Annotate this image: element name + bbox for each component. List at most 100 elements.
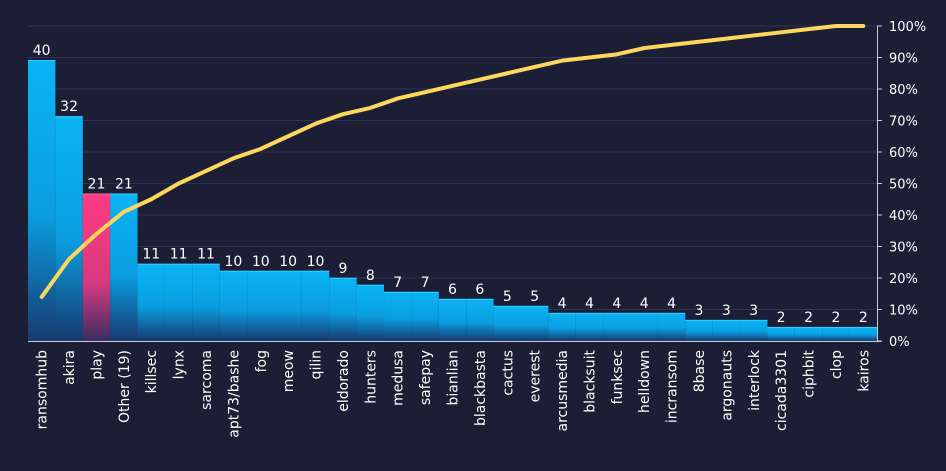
category-label: safepay: [418, 350, 434, 405]
bar-value-label: 8: [366, 268, 375, 284]
bar: [274, 270, 302, 341]
category-label: interlock: [747, 349, 763, 411]
category-label: 8base: [692, 350, 708, 392]
bar-value-label: 11: [197, 247, 215, 263]
category-label: incransom: [665, 350, 681, 423]
bar: [247, 270, 275, 341]
bar-value-label: 4: [640, 296, 649, 312]
right-axis-tick-label: 30%: [889, 241, 918, 256]
category-label: clop: [829, 350, 845, 379]
right-axis-tick-label: 60%: [889, 146, 918, 161]
category-label: eldorado: [336, 350, 352, 412]
category-label: killsec: [144, 350, 160, 393]
category-label: medusa: [391, 350, 407, 406]
bar: [657, 312, 686, 341]
bar: [164, 263, 193, 341]
bar: [438, 298, 467, 341]
category-label: kairos: [856, 350, 872, 392]
bar-value-label: 10: [252, 254, 270, 270]
bar: [301, 270, 330, 341]
bar: [603, 312, 631, 341]
bar-value-label: 4: [558, 296, 567, 312]
category-label: apt73/bashe: [226, 350, 242, 438]
right-axis-tick-label: 10%: [889, 304, 918, 319]
category-label: funksec: [610, 350, 626, 404]
category-label: play: [89, 350, 105, 380]
category-label: lynx: [172, 350, 188, 379]
category-label: akira: [62, 350, 78, 385]
bar: [110, 193, 138, 341]
category-label: meow: [281, 350, 297, 392]
right-axis-tick-label: 20%: [889, 272, 918, 287]
bar-value-label: 5: [530, 289, 539, 305]
category-label: ransomhub: [35, 350, 51, 429]
category-label: argonauts: [719, 350, 735, 421]
cumulative-percent-line: [39, 24, 866, 299]
bar: [82, 193, 111, 341]
bar: [329, 277, 357, 341]
bar: [219, 270, 248, 341]
bar: [767, 326, 795, 341]
category-label: ciphbit: [802, 350, 818, 398]
category-label: blacksuit: [582, 350, 598, 413]
bar-value-label: 2: [777, 310, 786, 326]
category-label: hunters: [363, 350, 379, 404]
bar-value-label: 40: [33, 43, 51, 59]
bar-value-label: 7: [421, 275, 430, 291]
category-label: sarcoma: [199, 350, 215, 410]
bar-value-label: 9: [338, 261, 347, 277]
bar: [740, 319, 768, 341]
right-axis-tick-label: 0%: [889, 335, 910, 350]
bar: [411, 291, 439, 341]
bar-value-label: 10: [307, 254, 325, 270]
category-label: cactus: [500, 350, 516, 396]
bar-value-label: 2: [859, 310, 868, 326]
category-label: cicada3301: [774, 350, 790, 431]
category-label: everest: [528, 349, 544, 402]
bar-value-label: 3: [749, 303, 758, 319]
bar-value-label: 21: [115, 176, 133, 192]
bar: [192, 263, 220, 341]
category-label: bianlian: [446, 350, 462, 405]
bar: [493, 305, 521, 341]
bar: [822, 326, 850, 341]
category-label: Other (19): [117, 350, 133, 423]
bar: [55, 116, 83, 341]
axes: ransomhub akira play Other (19) killsec lynx s…: [28, 20, 926, 438]
bar-value-label: 10: [224, 254, 242, 270]
bar: [575, 312, 604, 341]
category-label: qilin: [309, 350, 325, 379]
bar-value-label: 11: [142, 247, 160, 263]
right-axis-tick-label: 80%: [889, 83, 918, 98]
category-label: blackbasta: [473, 350, 489, 426]
bar-value-label: 4: [612, 296, 621, 312]
bar-value-label: 7: [393, 275, 402, 291]
bar-value-label: 10: [279, 254, 297, 270]
bars: [28, 60, 877, 341]
bar-value-label: 6: [448, 282, 457, 298]
right-axis-tick-label: 90%: [889, 52, 918, 67]
bar-value-label: 5: [503, 289, 512, 305]
bar: [356, 284, 385, 341]
right-axis-tick-label: 50%: [889, 178, 918, 193]
bar-value-label: 3: [695, 303, 704, 319]
bar-value-label: 11: [170, 247, 188, 263]
category-label: helldown: [637, 350, 653, 413]
bar: [685, 319, 713, 341]
bar: [630, 312, 658, 341]
bar: [520, 305, 549, 341]
bar: [548, 312, 576, 341]
bar-value-label: 3: [722, 303, 731, 319]
right-axis-tick-label: 70%: [889, 115, 918, 130]
bar: [712, 319, 741, 341]
bar-value-label: 4: [585, 296, 594, 312]
bar-value-label: 32: [60, 99, 78, 115]
right-axis-tick-label: 100%: [889, 20, 926, 35]
bar: [384, 291, 412, 341]
bar-value-label: 21: [88, 176, 106, 192]
bar: [849, 326, 877, 341]
bar-value-label: 2: [804, 310, 813, 326]
